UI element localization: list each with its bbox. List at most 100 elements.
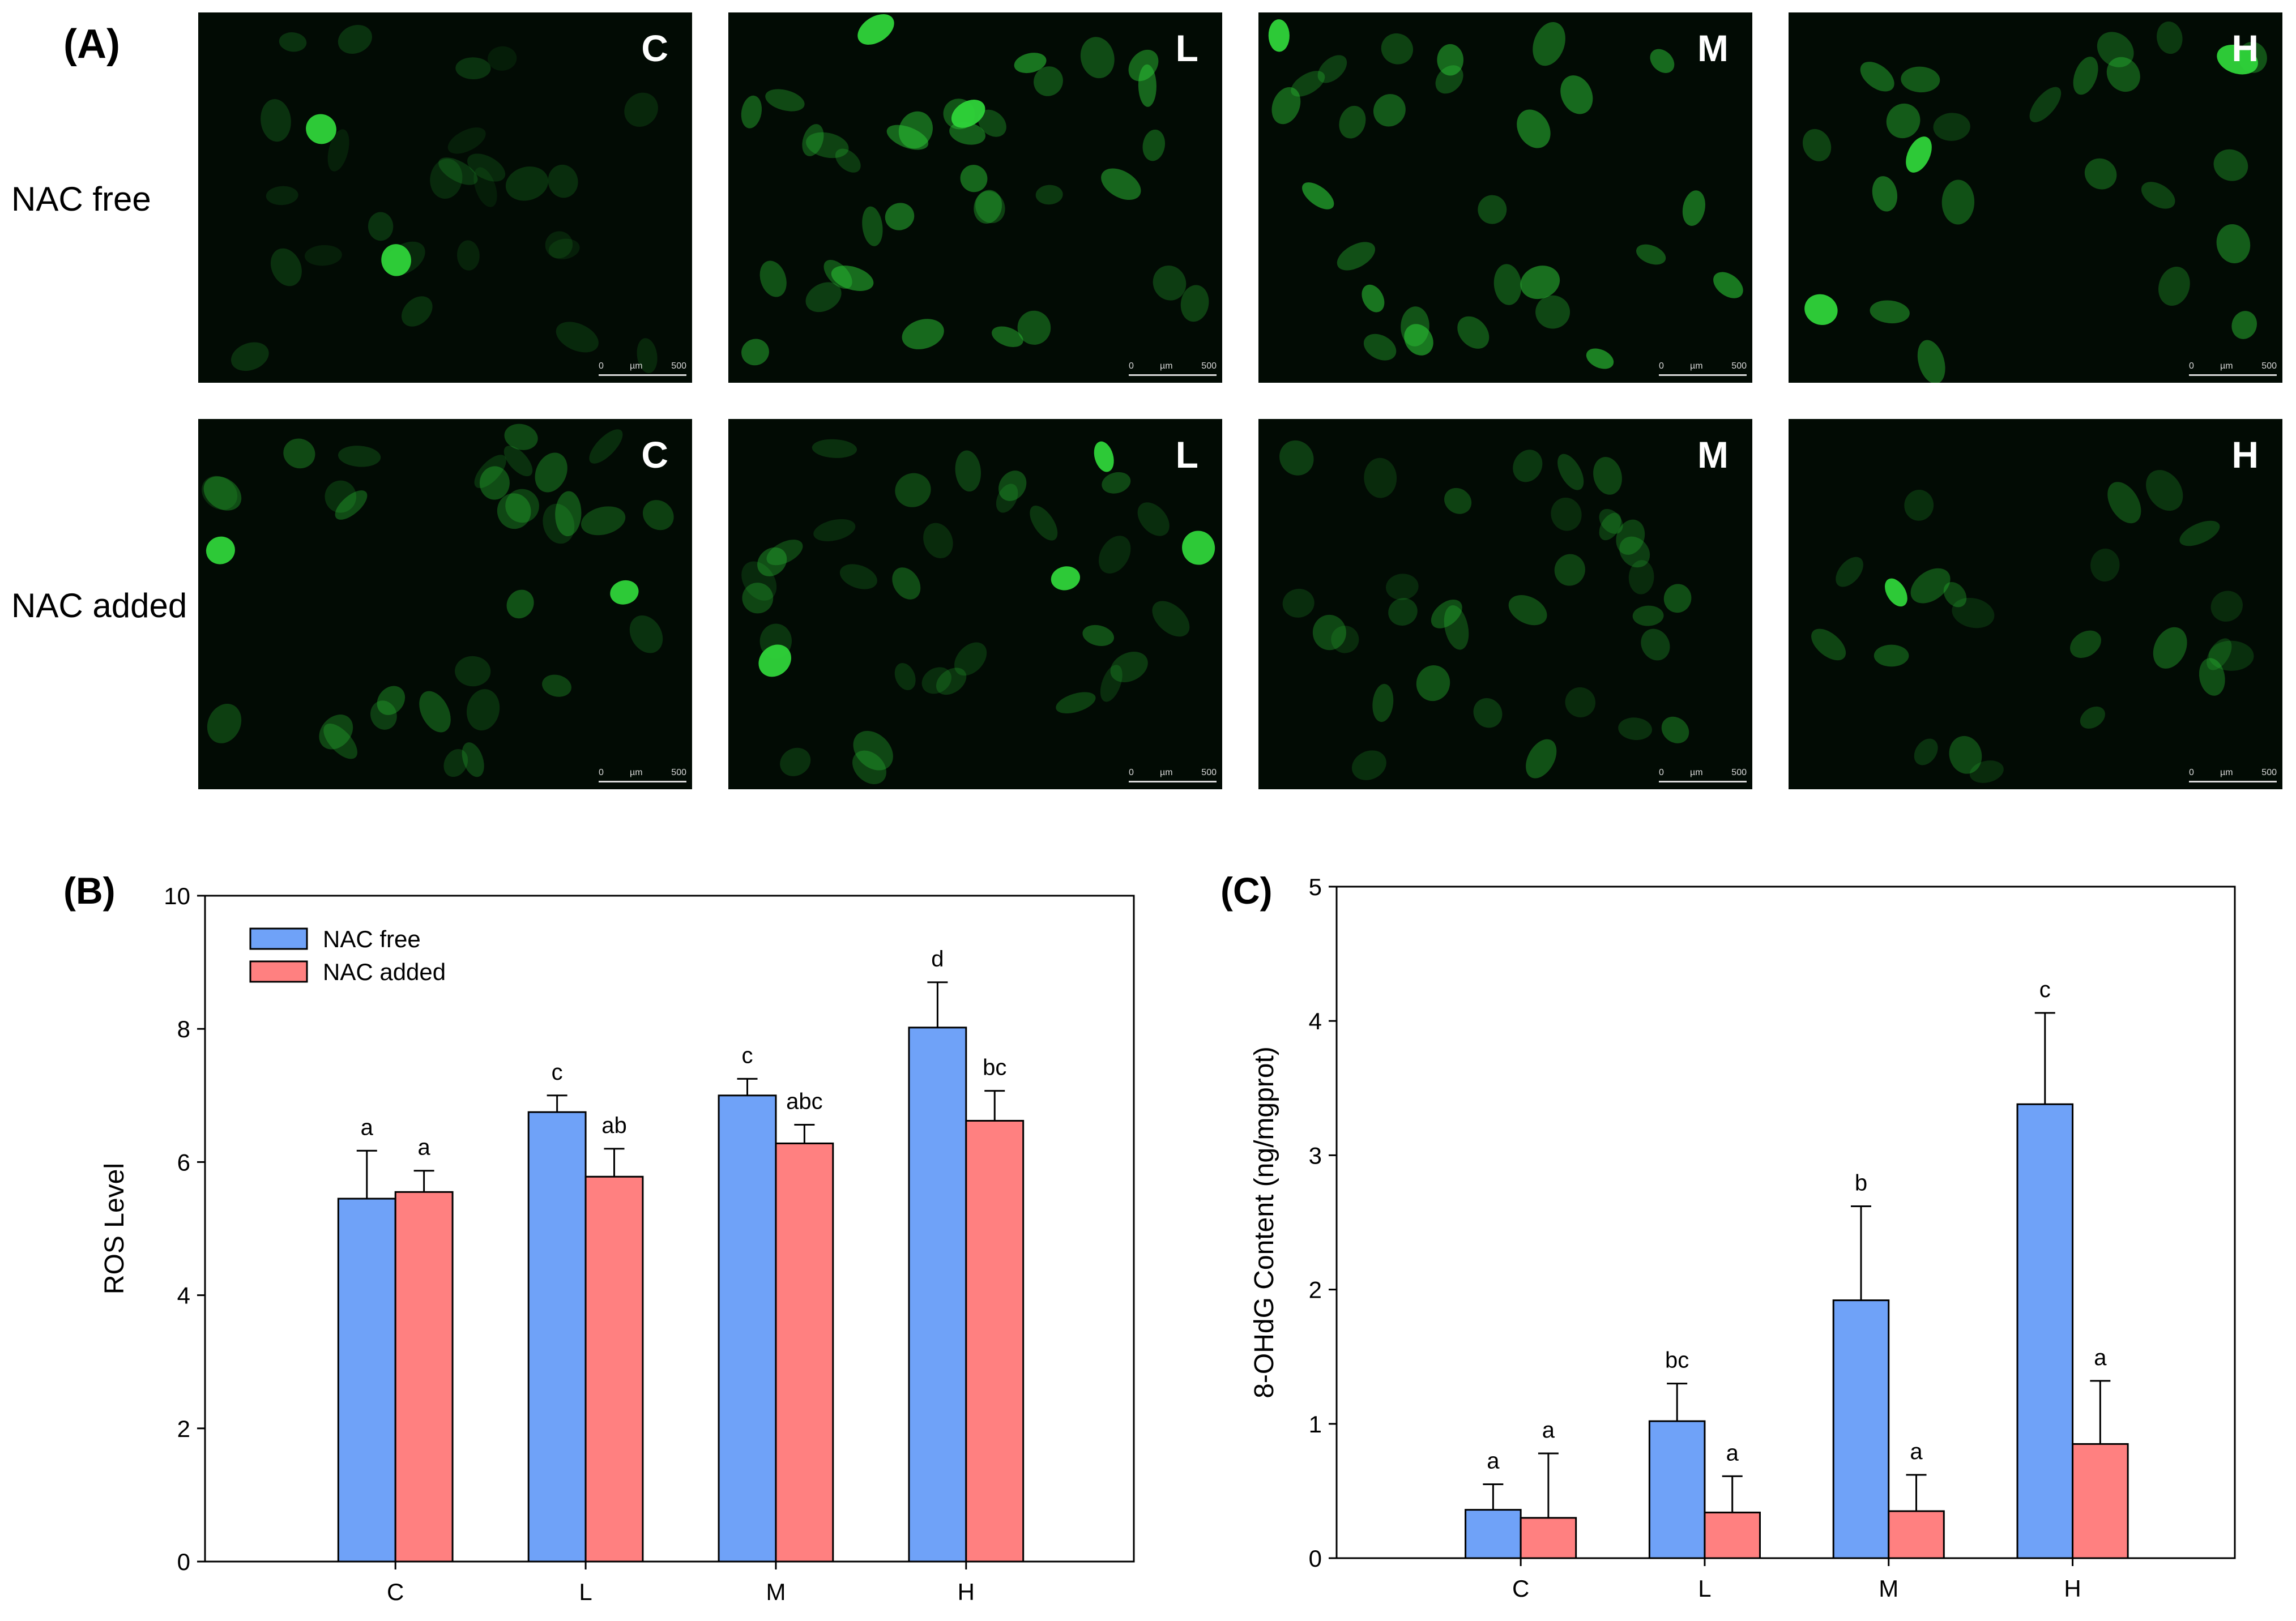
bar-nac-free-l [1648, 1420, 1706, 1559]
cell-blob [206, 536, 235, 564]
cell-blob [335, 490, 368, 520]
cell-blob [1535, 295, 1571, 329]
bar-nac-added-l [584, 1175, 644, 1563]
cell-blob [306, 114, 336, 144]
micrograph-nac-free-m: M 0 µm 500 [1258, 12, 1752, 383]
cell-blob [629, 615, 663, 653]
cell-blob [741, 561, 777, 601]
cell-blob [474, 455, 506, 489]
cell-blob [1636, 244, 1666, 265]
cell-blob [2029, 87, 2062, 122]
cell-blob [2217, 44, 2258, 75]
cell-blob [2070, 630, 2101, 658]
cell-blob [1017, 310, 1051, 345]
y-tick-label: 8 [177, 1016, 190, 1042]
cell-blob [456, 240, 480, 271]
x-tick-label: M [766, 1579, 786, 1605]
bar-nac-added-h [965, 1119, 1025, 1563]
cell-blob [548, 164, 578, 198]
cell-blob [479, 466, 510, 500]
cell-blob [1551, 497, 1582, 531]
y-axis-label: ROS Level [100, 1163, 130, 1294]
cell-blob [1641, 628, 1670, 661]
cell-blob [835, 148, 861, 173]
cell-blob [1836, 557, 1863, 587]
cell-blob [455, 57, 491, 80]
cell-blob [1943, 582, 1967, 608]
cell-blob [381, 244, 411, 276]
cell-blob [2146, 470, 2183, 511]
bar-nac-added-h [2072, 1443, 2129, 1559]
x-tick-label: M [1879, 1575, 1898, 1602]
cell-blob [488, 46, 517, 71]
cell-blob [589, 429, 623, 464]
cell-blob [503, 446, 533, 477]
significance-letter: c [742, 1043, 753, 1068]
y-tick-label: 3 [1309, 1142, 1322, 1169]
bar-nac-added-m [775, 1142, 834, 1563]
cell-blob [1291, 71, 1325, 97]
scale-bar-label: 0 [599, 361, 604, 371]
scale-bar-line [599, 374, 686, 376]
cell-blob [304, 245, 342, 266]
scale-bar: 0 µm 500 [1129, 768, 1217, 784]
chart-b-ros-level: (B) 0 2 4 6 8 10 ROS Level Ca a Lc ab Mc abc Hd bc NAC f… [63, 870, 1135, 1605]
scale-bar-label: 0 [1659, 768, 1664, 777]
scale-bar-label: µm [1160, 768, 1173, 777]
cell-blob [2208, 640, 2254, 671]
y-tick-label: 2 [1309, 1277, 1322, 1303]
cell-blob [886, 125, 929, 150]
cell-blob [975, 191, 1005, 224]
cell-blob [506, 589, 534, 619]
cell-blob [805, 282, 842, 313]
micrograph-group-tag: H [2231, 434, 2259, 476]
y-tick-label: 4 [177, 1282, 190, 1309]
bar-nac-free-h [908, 1027, 967, 1563]
x-tick-label: H [2064, 1575, 2081, 1602]
cell-blob [1663, 584, 1692, 613]
cell-blob [2073, 57, 2098, 95]
cell-blob [1373, 94, 1406, 127]
cell-blob [1034, 66, 1063, 96]
cell-blob [974, 190, 1002, 224]
cell-blob [951, 100, 985, 128]
x-tick-label: C [387, 1579, 404, 1605]
x-tick-label: H [958, 1579, 975, 1605]
cell-blob [2213, 149, 2248, 181]
micrograph-nac-free-l: L 0 µm 500 [728, 12, 1222, 383]
cell-blob [548, 238, 580, 259]
scale-bar: 0 µm 500 [2189, 361, 2277, 377]
cell-blob [1560, 75, 1593, 114]
cell-blob [802, 124, 824, 156]
cell-blob [1650, 49, 1675, 73]
y-axis-label: 8-OHdG Content (ng/mgprot) [1249, 1046, 1279, 1398]
scale-bar-label: µm [1690, 768, 1703, 777]
cell-blob [1364, 457, 1397, 498]
cell-blob [368, 212, 394, 241]
cell-blob [1435, 65, 1463, 94]
cell-blob [1901, 66, 1940, 93]
cell-blob [1182, 531, 1215, 565]
cell-blob [921, 667, 951, 694]
bar-nac-free-l [527, 1111, 587, 1563]
scale-bar-label: µm [630, 768, 643, 777]
cell-blob [1599, 508, 1623, 534]
scale-bar-label: µm [1160, 361, 1173, 371]
cell-blob [1802, 129, 1832, 161]
scale-bar-label: 500 [1201, 361, 1217, 371]
micrograph-nac-free-h: H 0 µm 500 [1789, 12, 2282, 383]
cell-blob [1362, 284, 1385, 313]
cell-blob [1312, 614, 1346, 651]
cell-blob [1056, 692, 1096, 713]
bar-nac-added-l [1704, 1511, 1761, 1559]
cell-blob [203, 476, 242, 511]
cell-blob [1282, 588, 1315, 618]
cell-blob [505, 166, 549, 201]
cell-blob [545, 231, 573, 259]
cell-blob [1416, 665, 1450, 702]
cell-blob [894, 663, 916, 690]
significance-letter: bc [1665, 1348, 1689, 1373]
significance-letter: a [2094, 1345, 2107, 1370]
cell-blob [1351, 750, 1386, 780]
scale-bar-label: 0 [1659, 361, 1664, 371]
